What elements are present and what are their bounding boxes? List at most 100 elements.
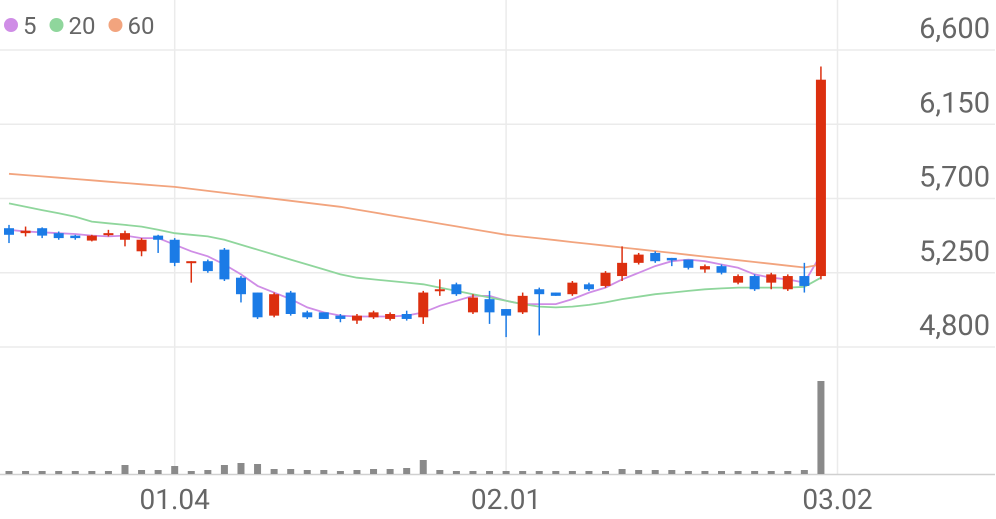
candle-body [749,276,760,290]
x-tick-label: 02.01 [471,483,541,516]
candle-body [467,297,478,313]
volume-bar [353,470,361,474]
candle-body [119,233,130,240]
candle-body [583,284,594,290]
candle-body [235,277,246,295]
candle-body [617,262,628,277]
candle-body [252,292,263,318]
candle-body [86,235,97,241]
candle-body [285,292,296,314]
volume-bar [22,471,30,474]
candle-body [103,233,114,236]
x-tick-label: 03.02 [802,483,872,516]
volume-bar [585,471,593,474]
y-tick-label: 4,800 [919,309,990,343]
candle-body [666,257,677,261]
volume-bar [370,469,378,474]
volume-bar [668,470,676,474]
volume-bar [204,470,212,474]
candle-body [650,252,661,262]
legend-marker [4,18,18,32]
y-tick-label: 6,600 [919,12,990,46]
volume-bar [502,471,510,474]
candle-body [136,239,147,252]
volume-bar [751,471,759,474]
candle-body [501,309,512,316]
volume-bar [336,471,344,474]
volume-bar [519,471,527,474]
volume-bar [104,471,112,474]
candle-body [169,239,180,263]
volume-bar [38,471,46,474]
y-tick-label: 5,250 [919,235,990,269]
legend-marker [108,18,123,32]
volume-bar [287,469,295,474]
moving-average-line [8,202,822,309]
candle-body [153,235,164,240]
candle-body [318,312,329,319]
volume-bar [5,471,13,474]
volume-bar [552,471,560,474]
candle-body [815,79,826,277]
candle-body [683,259,694,268]
candle-body [335,315,346,319]
candle-body [534,289,545,295]
candle-body [517,295,528,313]
candle-body [186,261,197,264]
volume-bar [88,471,96,474]
volume-bar [436,470,444,474]
volume-bar [684,471,692,474]
candle-body [451,284,462,295]
candle-body [202,261,213,272]
volume-bar [187,471,195,474]
volume-bar [303,470,311,474]
volume-bar [469,471,477,474]
candle-body [385,314,396,319]
volume-bar [718,471,726,474]
candle-body [550,292,561,296]
volume-bar [602,471,610,474]
volume-bar [784,471,792,474]
volume-bar [254,464,262,474]
volume-bar [220,465,228,474]
legend-label: 60 [127,12,154,40]
volume-bar [568,471,576,474]
volume-bar [71,471,79,474]
volume-bar [320,470,328,474]
candle-body [351,315,362,321]
volume-bar [734,471,742,474]
candle-body [766,274,777,283]
volume-bar [386,469,394,474]
volume-bar [800,470,808,474]
volume-bar [237,463,245,474]
candle-body [53,233,64,239]
x-tick-label: 01.04 [140,483,211,516]
volume-bar [618,469,626,474]
candle-body [434,289,445,292]
candle-body [716,266,727,273]
volume-bar [121,465,129,474]
candle-body [37,228,48,236]
candle-body [799,276,810,286]
legend-label: 5 [23,12,37,40]
volume-bar [535,471,543,474]
candle-body [633,254,644,263]
candle-body [782,276,793,290]
candle-body [733,276,744,283]
volume-bar [486,471,494,474]
volume-bar [138,470,146,474]
candle-body [20,230,31,234]
volume-bar [635,470,643,474]
volume-bar [270,469,278,474]
volume-bar [154,470,162,474]
candle-body [600,272,611,286]
candle-body [401,314,412,319]
candle-body [368,312,379,318]
legend-marker [49,18,64,32]
volume-bar [651,470,659,474]
y-tick-label: 6,150 [919,86,990,120]
volume-bar [767,471,775,474]
candle-body [484,299,495,313]
moving-average-line [8,172,822,269]
